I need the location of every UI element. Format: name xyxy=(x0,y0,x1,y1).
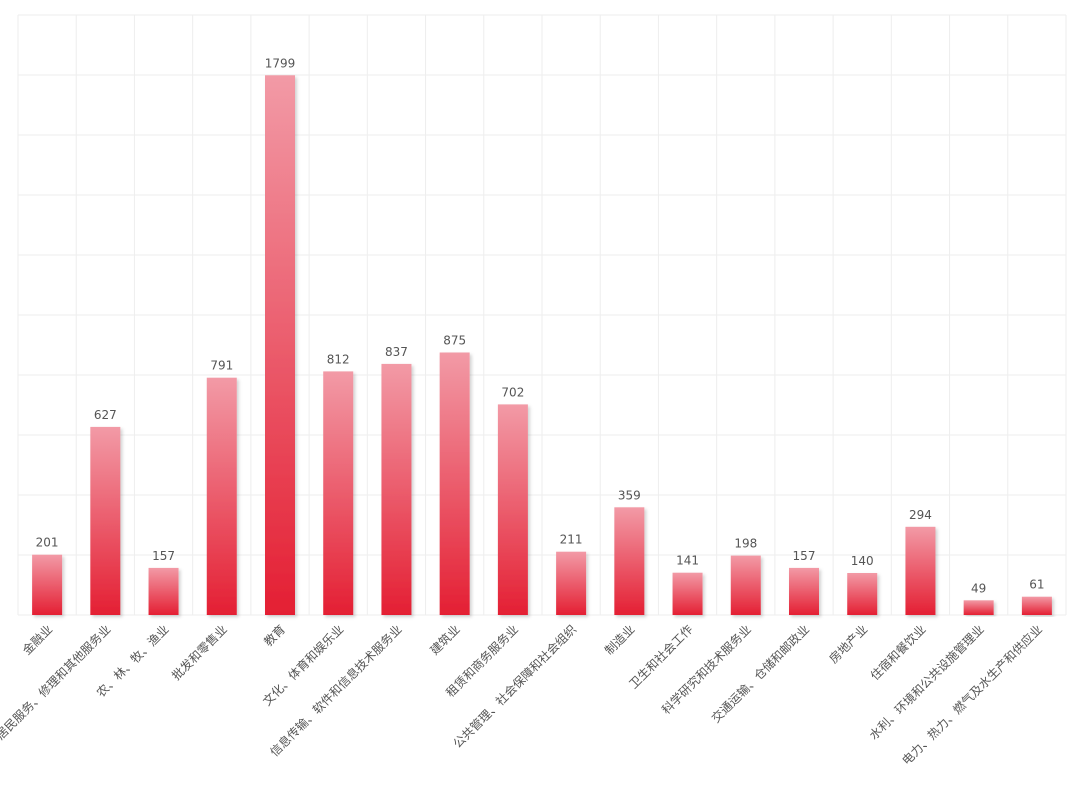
bar-value-label: 791 xyxy=(210,359,233,373)
bar-value-label: 157 xyxy=(152,549,175,563)
category-tick-label: 批发和零售业 xyxy=(168,622,230,684)
bar[interactable] xyxy=(847,573,878,615)
bar[interactable] xyxy=(905,526,936,615)
bar[interactable] xyxy=(789,567,819,615)
category-tick-label: 制造业 xyxy=(602,622,637,657)
category-tick-label: 房地产业 xyxy=(826,622,871,667)
bar[interactable] xyxy=(148,567,179,615)
bar[interactable] xyxy=(1021,596,1052,615)
bar-value-label: 141 xyxy=(676,554,699,568)
bar-value-label: 201 xyxy=(36,536,59,550)
bar-value-label: 211 xyxy=(560,533,583,547)
bar-value-label: 294 xyxy=(909,508,932,522)
bar[interactable] xyxy=(323,371,354,615)
bar[interactable] xyxy=(672,572,703,615)
bar[interactable] xyxy=(963,600,994,615)
category-tick-label: 住宿和餐饮业 xyxy=(867,622,929,684)
category-tick-label: 水利、环境和公共设施管理业 xyxy=(866,622,987,743)
bar-value-label: 627 xyxy=(94,408,117,422)
bar[interactable] xyxy=(206,377,237,615)
bar[interactable] xyxy=(614,507,645,615)
category-tick-label: 建筑业 xyxy=(427,622,463,658)
bar[interactable] xyxy=(439,352,470,616)
bar-value-label: 61 xyxy=(1029,578,1044,592)
category-tick-label: 交通运输、仓储和邮政业 xyxy=(708,622,812,726)
bar[interactable] xyxy=(265,75,295,616)
bar-value-label: 198 xyxy=(734,537,757,551)
bar-value-label: 359 xyxy=(618,488,641,502)
bar-value-label: 140 xyxy=(851,554,874,568)
category-tick-label: 金融业 xyxy=(19,622,55,658)
bar[interactable] xyxy=(32,554,63,615)
bar[interactable] xyxy=(497,404,528,615)
bar-value-label: 1799 xyxy=(265,56,296,70)
category-tick-label: 居民服务、修理和其他服务业 xyxy=(0,622,113,743)
bar-value-label: 157 xyxy=(793,549,816,563)
category-tick-label: 公共管理、社会保障和社会组织 xyxy=(450,622,579,751)
bar-value-label: 837 xyxy=(385,345,408,359)
bar[interactable] xyxy=(381,363,412,615)
bar-value-label: 812 xyxy=(327,352,350,366)
value-labels: 201 627 157 791 1799 812 837 875 702 211 359 141 198… xyxy=(36,56,1045,595)
bar-value-label: 49 xyxy=(971,581,986,595)
bar[interactable] xyxy=(556,551,587,615)
bars xyxy=(32,75,1052,616)
bar-value-label: 702 xyxy=(501,385,524,399)
bar[interactable] xyxy=(90,426,121,615)
category-tick-label: 教育 xyxy=(261,622,289,650)
grid xyxy=(17,14,1067,616)
bar-value-label: 875 xyxy=(443,334,466,348)
bar[interactable] xyxy=(730,555,761,615)
